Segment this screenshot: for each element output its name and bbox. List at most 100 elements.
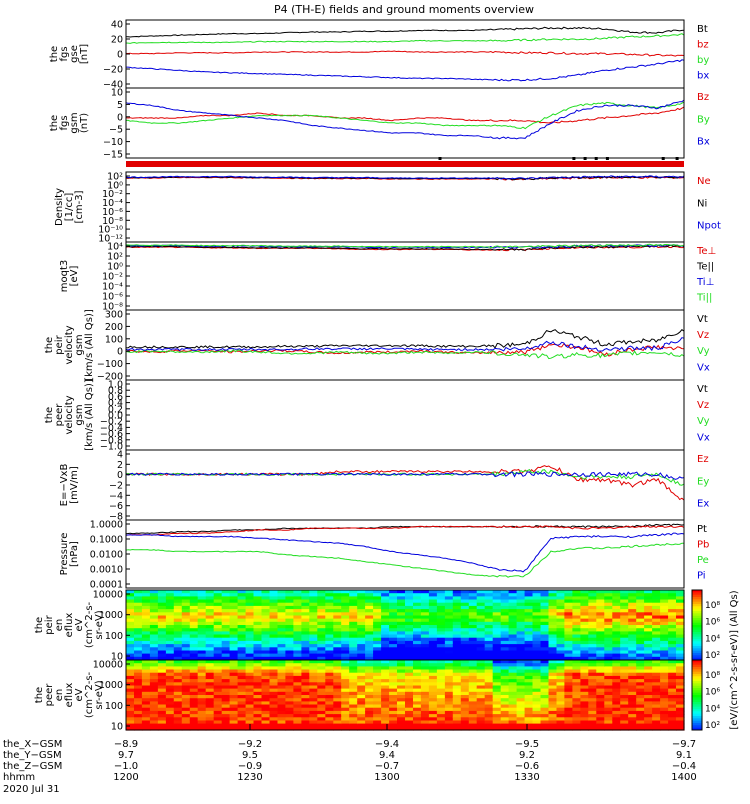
spectrogram-cell: [413, 679, 422, 683]
spectrogram-cell: [389, 723, 398, 728]
spectrogram-cell: [213, 634, 223, 639]
spectrogram-cell: [548, 647, 558, 652]
spectrogram-cell: [213, 590, 223, 594]
spectrogram-cell: [285, 637, 294, 642]
spectrogram-cell: [341, 698, 350, 702]
spectrogram-cell: [325, 599, 334, 604]
spectrogram-cell: [428, 599, 438, 604]
spectrogram-cell: [628, 682, 637, 687]
spectrogram-cell: [173, 647, 183, 652]
spectrogram-cell: [205, 726, 215, 731]
spectrogram-cell: [165, 625, 175, 629]
spectrogram-cell: [349, 602, 358, 607]
spectrogram-cell: [381, 714, 390, 718]
spectrogram-cell: [389, 653, 398, 658]
spectrogram-cell: [580, 704, 589, 709]
spectrogram-cell: [468, 720, 478, 725]
spectrogram-cell: [500, 679, 510, 683]
spectrogram-cell: [253, 714, 263, 718]
spectrogram-cell: [468, 605, 478, 610]
x-tick-label: 1330: [514, 772, 539, 783]
spectrogram-cell: [588, 644, 597, 648]
spectrogram-cell: [134, 710, 143, 715]
spectrogram-cell: [349, 634, 358, 639]
spectrogram-cell: [420, 717, 430, 722]
y-tick-label: 10⁻¹⁰: [98, 225, 123, 236]
spectrogram-cell: [588, 631, 597, 636]
colorbar-segment: [692, 608, 702, 612]
spectrogram-cell: [628, 605, 637, 610]
spectrogram-cell: [428, 634, 438, 639]
spectrogram-cell: [141, 640, 151, 645]
colorbar-tick-label: 10⁴: [705, 634, 720, 644]
spectrogram-cell: [500, 596, 510, 601]
spectrogram-cell: [349, 726, 358, 731]
spectrogram-cell: [484, 714, 494, 718]
spectrogram-cell: [277, 682, 287, 687]
spectrogram-cell: [237, 714, 247, 718]
spectrogram-cell: [596, 714, 605, 718]
spectrogram-cell: [548, 695, 558, 699]
spectrogram-cell: [197, 612, 207, 617]
spectrogram-cell: [157, 602, 167, 607]
spectrogram-cell: [309, 691, 318, 696]
spectrogram-cell: [341, 714, 350, 718]
spectrogram-cell: [572, 688, 581, 693]
spectrogram-cell: [588, 596, 597, 601]
spectrogram-cell: [221, 685, 231, 690]
colorbar-segment: [692, 613, 702, 617]
spectrogram-cell: [660, 704, 669, 709]
spectrogram-cell: [285, 625, 294, 629]
spectrogram-cell: [452, 621, 462, 626]
spectrogram-cell: [548, 682, 558, 687]
spectrogram-cell: [189, 672, 199, 677]
spectrogram-cell: [285, 650, 294, 655]
spectrogram-cell: [572, 685, 581, 690]
spectrogram-cell: [357, 669, 366, 674]
legend-entry: Te||: [696, 262, 714, 273]
spectrogram-cell: [197, 599, 207, 604]
spectrogram-cell: [213, 691, 223, 696]
spectrogram-cell: [357, 628, 366, 632]
spectrogram-cell: [397, 596, 406, 601]
spectrogram-cell: [149, 625, 159, 629]
spectrogram-cell: [405, 612, 414, 617]
spectrogram-cell: [476, 615, 486, 620]
spectrogram-cell: [389, 644, 398, 648]
colorbar-segment: [692, 692, 702, 696]
spectrogram-cell: [181, 685, 191, 690]
spectrogram-cell: [309, 704, 318, 709]
spectrogram-cell: [381, 726, 390, 731]
spectrogram-cell: [134, 640, 143, 645]
spectrogram-cell: [580, 637, 589, 642]
spectrogram-cell: [293, 612, 302, 617]
legend-entry: by: [697, 55, 709, 66]
spectrogram-cell: [357, 675, 366, 680]
spectrogram-cell: [524, 596, 534, 601]
status-bar-mark: [572, 157, 576, 160]
spectrogram-cell: [508, 640, 518, 645]
spectrogram-cell: [420, 656, 430, 661]
spectrogram-cell: [460, 691, 470, 696]
spectrogram-cell: [237, 704, 247, 709]
spectrogram-cell: [508, 701, 518, 706]
spectrogram-cell: [548, 640, 558, 645]
spectrogram-cell: [189, 704, 199, 709]
spectrogram-cell: [149, 590, 159, 594]
spectrogram-cell: [381, 653, 390, 658]
spectrogram-cell: [676, 707, 685, 712]
spectrogram-cell: [660, 663, 669, 667]
spectrogram-cell: [572, 666, 581, 671]
spectrogram-cell: [165, 666, 175, 671]
spectrogram-cell: [644, 723, 653, 728]
spectrogram-cell: [588, 650, 597, 655]
spectrogram-cell: [596, 656, 605, 661]
spectrogram-cell: [317, 605, 326, 610]
spectrogram-cell: [564, 634, 573, 639]
spectrogram-cell: [572, 672, 581, 677]
spectrogram-cell: [676, 621, 685, 626]
spectrogram-cell: [660, 726, 669, 731]
spectrogram-cell: [365, 609, 374, 613]
